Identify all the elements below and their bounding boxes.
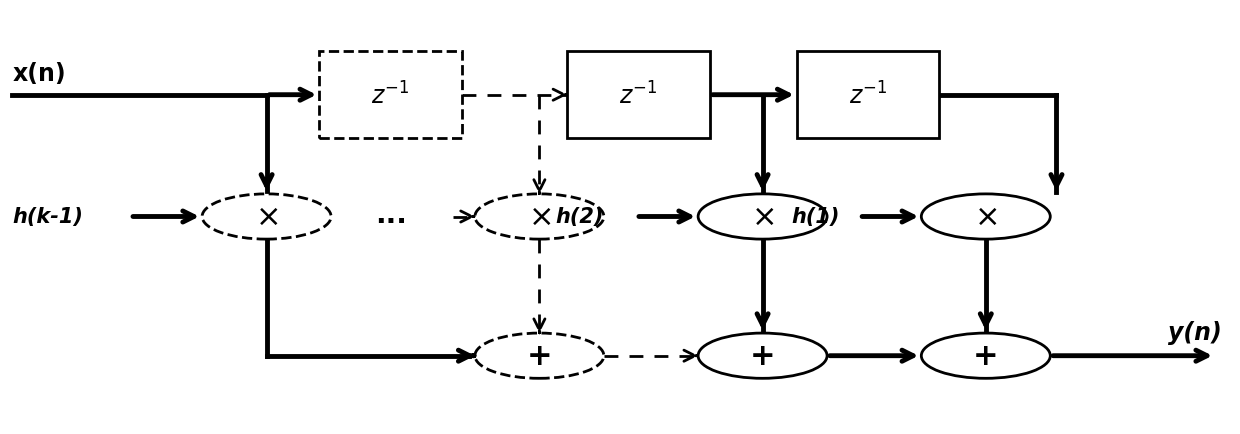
- Text: +: +: [750, 342, 775, 370]
- Text: h(1): h(1): [791, 207, 839, 227]
- Text: $\times$: $\times$: [751, 203, 774, 231]
- Text: $\times$: $\times$: [528, 203, 551, 231]
- Text: $z^{-1}$: $z^{-1}$: [372, 82, 409, 109]
- Bar: [568, 52, 711, 139]
- Bar: [320, 52, 461, 139]
- Text: y(n): y(n): [1168, 320, 1221, 344]
- Text: h(2): h(2): [556, 207, 604, 227]
- Circle shape: [921, 333, 1050, 378]
- Bar: [796, 52, 940, 139]
- Text: $z^{-1}$: $z^{-1}$: [849, 82, 887, 109]
- Circle shape: [698, 333, 827, 378]
- Text: ...: ...: [374, 201, 407, 229]
- Text: $z^{-1}$: $z^{-1}$: [620, 82, 657, 109]
- Text: +: +: [527, 342, 552, 370]
- Text: x(n): x(n): [12, 62, 66, 86]
- Circle shape: [698, 194, 827, 240]
- Text: $\times$: $\times$: [255, 203, 278, 231]
- Circle shape: [475, 194, 604, 240]
- Text: h(k-1): h(k-1): [12, 207, 83, 227]
- Circle shape: [921, 194, 1050, 240]
- Text: $\times$: $\times$: [975, 203, 997, 231]
- Circle shape: [202, 194, 331, 240]
- Text: +: +: [973, 342, 998, 370]
- Circle shape: [475, 333, 604, 378]
